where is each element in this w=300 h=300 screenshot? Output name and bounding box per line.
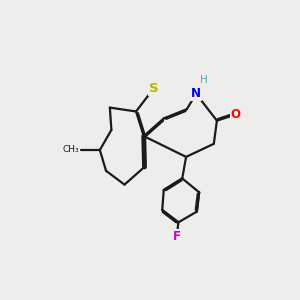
Text: O: O: [230, 108, 240, 121]
Text: CH₃: CH₃: [63, 146, 80, 154]
Text: S: S: [149, 82, 159, 95]
Text: F: F: [173, 230, 181, 243]
Text: H: H: [200, 75, 208, 85]
Text: N: N: [191, 87, 201, 100]
